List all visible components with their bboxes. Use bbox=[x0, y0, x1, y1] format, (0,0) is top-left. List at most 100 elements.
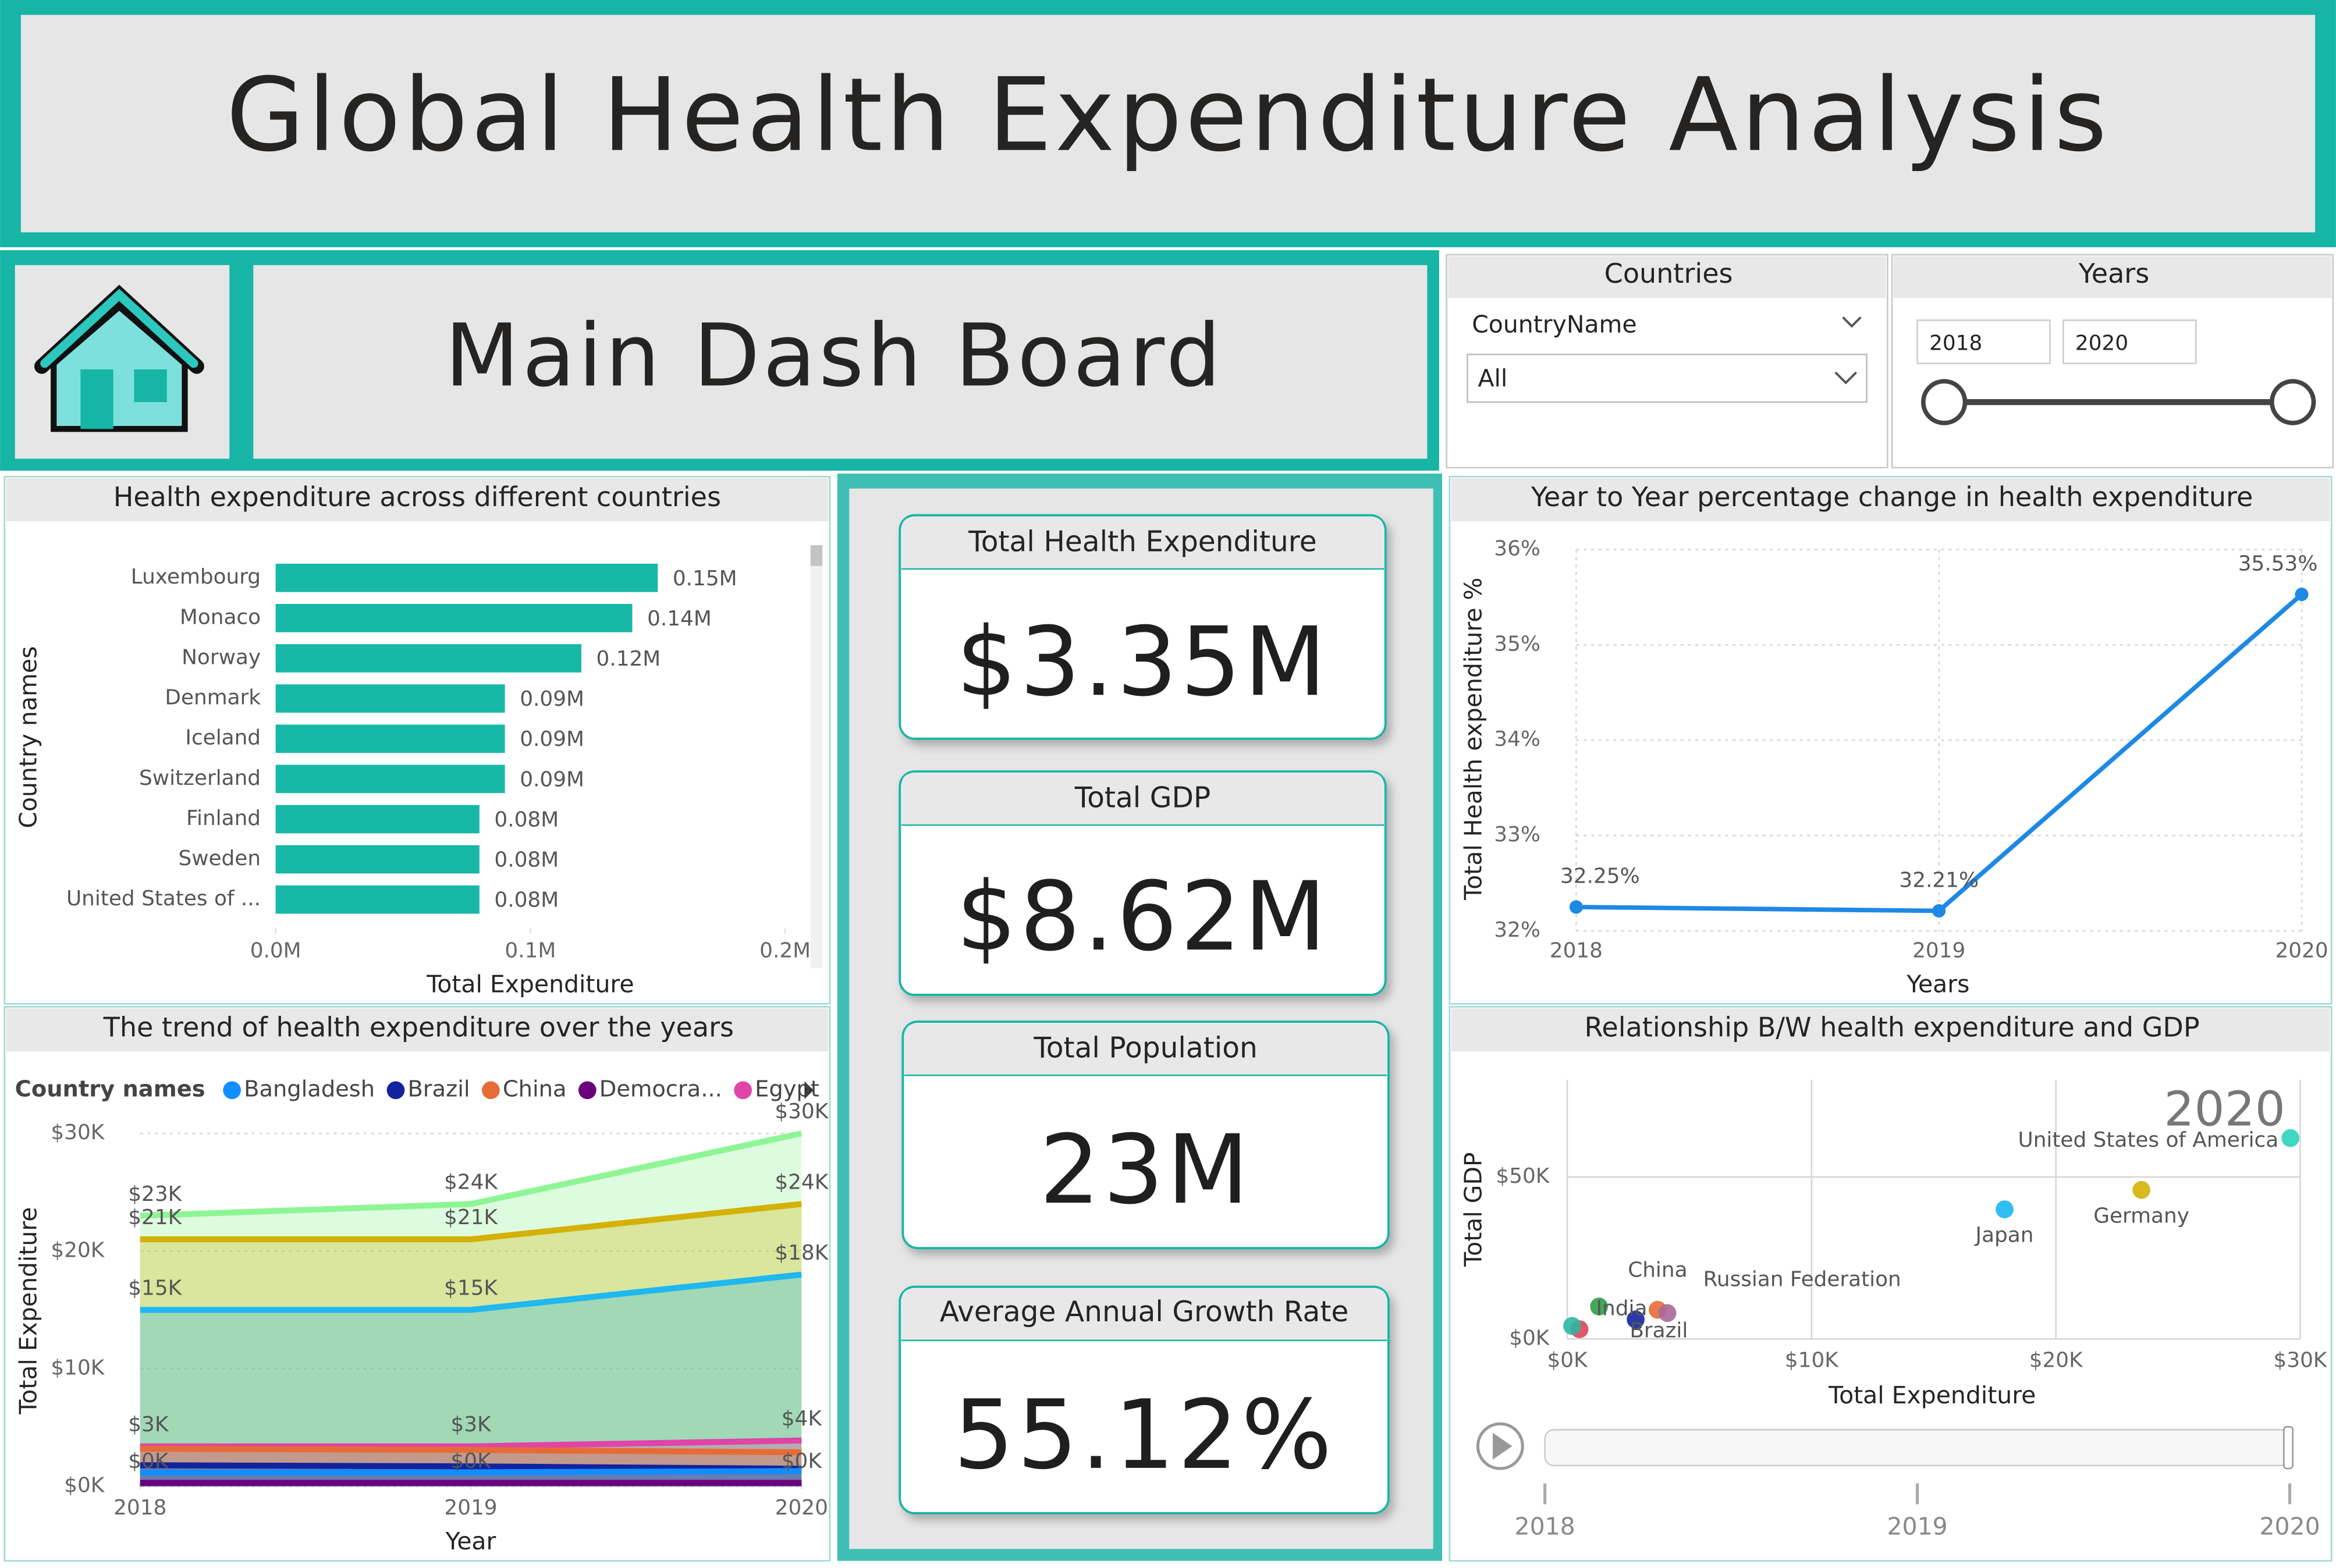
x-tick-label: 2020 bbox=[775, 1496, 828, 1520]
legend-title: Country names bbox=[15, 1076, 205, 1102]
range-handle[interactable] bbox=[1920, 379, 1968, 425]
bar bbox=[275, 724, 505, 753]
data-point bbox=[1996, 1200, 2014, 1218]
year-from-input[interactable] bbox=[1916, 319, 2051, 364]
point-label: Brazil bbox=[1629, 1318, 1688, 1342]
scroll-thumb[interactable] bbox=[810, 545, 823, 566]
x-axis-title: Total Expenditure bbox=[426, 970, 634, 998]
point-label: Germany bbox=[2093, 1204, 2189, 1228]
play-tick-label: 2018 bbox=[1515, 1512, 1575, 1540]
y-tick-label: $30K bbox=[51, 1121, 105, 1144]
legend-marker bbox=[223, 1081, 242, 1100]
value-label: $4K bbox=[782, 1407, 823, 1431]
value-label: $30K bbox=[775, 1100, 829, 1123]
legend-label[interactable]: Brazil bbox=[407, 1076, 470, 1102]
y-axis-title: Country names bbox=[14, 646, 42, 829]
home-icon[interactable] bbox=[34, 285, 204, 432]
chart-title: The trend of health expenditure over the… bbox=[103, 1011, 734, 1043]
play-frame: 2020 bbox=[2164, 1082, 2285, 1137]
value-label: 0.08M bbox=[494, 848, 559, 872]
x-axis-title: Year bbox=[445, 1527, 496, 1555]
value-label: $21K bbox=[128, 1206, 182, 1229]
data-point bbox=[1563, 1317, 1581, 1335]
value-label: 0.08M bbox=[494, 808, 559, 831]
category-label: Finland bbox=[186, 806, 261, 830]
legend-marker bbox=[578, 1081, 597, 1100]
legend-label[interactable]: Democra... bbox=[599, 1076, 722, 1102]
value-label: $18K bbox=[775, 1241, 829, 1265]
point-label: India bbox=[1596, 1297, 1647, 1321]
kpi-card: Average Annual Growth Rate 55.12% bbox=[899, 1285, 1390, 1514]
x-tick-label: 2019 bbox=[444, 1496, 497, 1520]
bar bbox=[275, 604, 633, 632]
year-from: 2018 bbox=[1929, 331, 1982, 355]
scrollbar[interactable] bbox=[810, 545, 823, 968]
x-tick-label: 2018 bbox=[113, 1496, 166, 1520]
y-axis-title: Total GDP bbox=[1459, 1152, 1487, 1267]
slicer-title: Countries bbox=[1604, 258, 1733, 289]
y-tick-label: $20K bbox=[51, 1238, 105, 1262]
x-axis-title: Years bbox=[1906, 970, 1969, 998]
play-icon[interactable] bbox=[1493, 1432, 1513, 1460]
country-dropdown[interactable] bbox=[1467, 353, 1868, 403]
bar bbox=[275, 805, 480, 834]
value-label: $3K bbox=[128, 1413, 169, 1437]
value-label: $0K bbox=[450, 1449, 492, 1473]
subtitle-panel bbox=[253, 265, 1428, 459]
bar bbox=[275, 644, 581, 673]
value-label: 0.12M bbox=[597, 647, 661, 671]
legend-next[interactable] bbox=[804, 1081, 814, 1100]
play-handle[interactable] bbox=[2283, 1426, 2294, 1470]
value-label: $23K bbox=[128, 1182, 182, 1206]
bar bbox=[275, 563, 658, 592]
value-label: 35.53% bbox=[2238, 552, 2318, 575]
data-point bbox=[1569, 900, 1583, 914]
value-label: 0.14M bbox=[647, 607, 712, 631]
kpi-value: $8.62M bbox=[956, 861, 1329, 972]
category-label: Monaco bbox=[180, 605, 261, 629]
category-label: Sweden bbox=[178, 847, 261, 870]
kpi-card: Total GDP $8.62M bbox=[899, 770, 1387, 996]
play-tick-label: 2020 bbox=[2259, 1512, 2320, 1540]
kpi-value: 55.12% bbox=[953, 1379, 1334, 1491]
category-label: Luxembourg bbox=[131, 565, 261, 589]
kpi-value: $3.35M bbox=[956, 606, 1329, 717]
data-point bbox=[2295, 588, 2309, 602]
value-label: 32.25% bbox=[1560, 865, 1640, 888]
area bbox=[140, 1204, 802, 1487]
legend-label[interactable]: Egypt bbox=[755, 1076, 819, 1102]
x-tick-label: $20K bbox=[2029, 1349, 2083, 1373]
y-axis-title: Total Expenditure bbox=[14, 1207, 42, 1415]
bar bbox=[275, 885, 480, 914]
slicer-title: Years bbox=[2078, 258, 2150, 289]
x-tick-label: 2018 bbox=[1550, 939, 1603, 963]
value-label: 0.09M bbox=[520, 767, 584, 791]
line bbox=[140, 1130, 803, 1219]
legend-marker bbox=[386, 1081, 405, 1100]
dashboard-title: Global Health Expenditure Analysis bbox=[226, 56, 2110, 175]
play-track[interactable] bbox=[1544, 1429, 2291, 1467]
y-tick-label: 34% bbox=[1494, 727, 1540, 751]
slicer-field: CountryName bbox=[1472, 311, 1636, 339]
year-to-input[interactable] bbox=[2062, 319, 2197, 364]
panel-header bbox=[1451, 1008, 2330, 1052]
category-label: Denmark bbox=[165, 686, 261, 710]
legend-marker bbox=[482, 1081, 500, 1100]
legend-label[interactable]: China bbox=[503, 1076, 567, 1102]
data-point bbox=[1627, 1310, 1645, 1329]
range-handle[interactable] bbox=[2270, 379, 2316, 425]
y-tick-label: 33% bbox=[1494, 823, 1540, 847]
value-label: 0.15M bbox=[673, 567, 737, 591]
collapse-icon[interactable] bbox=[1842, 316, 1862, 328]
y-tick-label: 36% bbox=[1494, 537, 1540, 561]
slicer-header bbox=[1893, 256, 2332, 298]
y-tick-label: $0K bbox=[64, 1474, 105, 1498]
dropdown-icon[interactable] bbox=[1834, 371, 1858, 385]
year-to: 2020 bbox=[2075, 331, 2128, 355]
x-tick-label: 0.1M bbox=[505, 939, 556, 963]
legend-label[interactable]: Bangladesh bbox=[244, 1076, 375, 1102]
category-label: Norway bbox=[182, 645, 261, 669]
x-tick-label: 2019 bbox=[1912, 939, 1965, 963]
x-tick-label: $0K bbox=[1547, 1349, 1588, 1373]
